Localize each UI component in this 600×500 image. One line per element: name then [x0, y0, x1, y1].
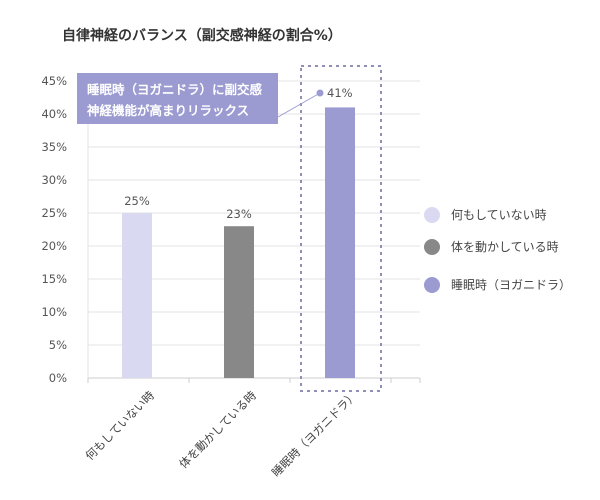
- annotation-leader-line: [277, 92, 321, 118]
- y-tick-label: 0%: [49, 371, 67, 385]
- annotation-line-1: 睡眠時（ヨガニドラ）に副交感: [87, 82, 263, 97]
- bar: [122, 213, 152, 378]
- annotation-callout: 睡眠時（ヨガニドラ）に副交感 神経機能が高まりリラックス: [77, 73, 324, 124]
- bar: [224, 226, 254, 378]
- x-tick-label: 睡眠時（ヨガニドラ）: [269, 388, 360, 479]
- legend-swatch: [424, 277, 440, 293]
- data-label: 41%: [327, 86, 353, 100]
- y-tick-label: 30%: [41, 173, 67, 187]
- bar: [325, 107, 355, 379]
- y-tick-label: 35%: [41, 140, 67, 154]
- y-tick-label: 40%: [41, 107, 67, 121]
- annotation-box: [77, 73, 278, 124]
- chart-title: 自律神経のバランス（副交感神経の割合%）: [62, 27, 342, 44]
- legend-label: 何もしていない時: [451, 208, 547, 222]
- y-tick-label: 5%: [49, 338, 67, 352]
- data-label: 25%: [124, 194, 150, 208]
- annotation-dot: [316, 89, 324, 97]
- legend-swatch: [424, 239, 440, 255]
- legend-label: 睡眠時（ヨガニドラ）: [451, 278, 571, 292]
- y-tick-label: 10%: [41, 305, 67, 319]
- y-tick-label: 15%: [41, 272, 67, 286]
- y-tick-label: 45%: [41, 74, 67, 88]
- y-tick-label: 20%: [41, 239, 67, 253]
- x-tick-label: 体を動かしている時: [176, 388, 259, 471]
- y-tick-label: 25%: [41, 206, 67, 220]
- legend-swatch: [424, 207, 440, 223]
- legend-label: 体を動かしている時: [451, 240, 559, 254]
- x-tick-label: 何もしていない時: [82, 388, 157, 463]
- annotation-line-2: 神経機能が高まりリラックス: [87, 103, 249, 118]
- data-label: 23%: [226, 207, 252, 221]
